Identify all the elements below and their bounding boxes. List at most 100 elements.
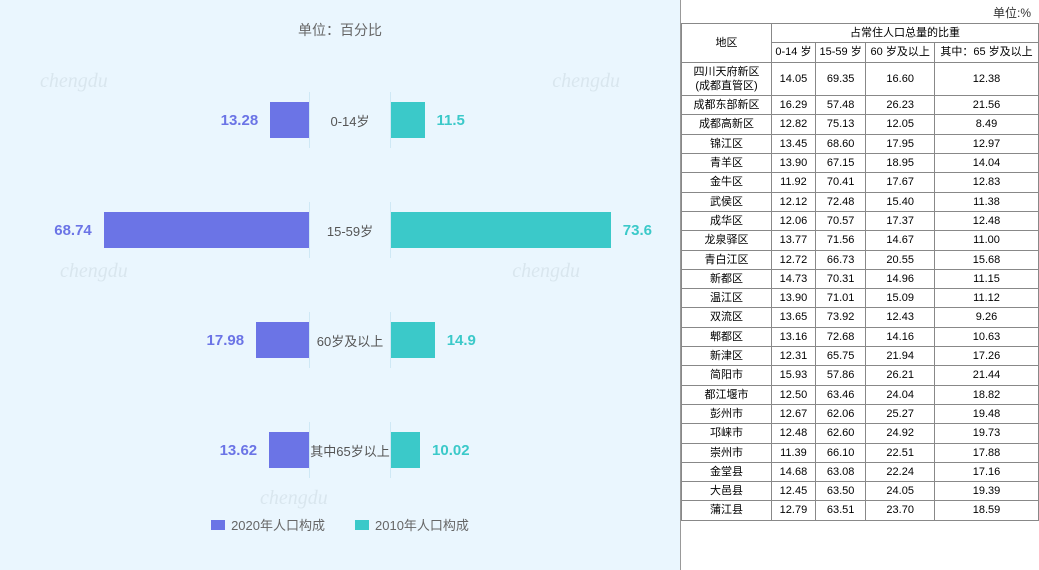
table-cell: 14.05 [772, 62, 816, 96]
table-cell: 16.29 [772, 96, 816, 115]
table-cell: 17.67 [866, 173, 935, 192]
legend-swatch [355, 520, 369, 530]
table-cell-region: 邛崃市 [682, 424, 772, 443]
table-cell-region: 新都区 [682, 269, 772, 288]
table-cell: 63.50 [815, 482, 865, 501]
table-cell-region: 温江区 [682, 289, 772, 308]
bar-right-container: 73.6 [390, 212, 660, 248]
bar-right-container: 11.5 [390, 102, 660, 138]
table-row: 双流区13.6573.9212.439.26 [682, 308, 1039, 327]
table-cell-region: 郫都区 [682, 327, 772, 346]
table-cell: 63.08 [815, 462, 865, 481]
table-cell: 12.38 [935, 62, 1039, 96]
axis-line [390, 422, 391, 478]
table-cell: 24.04 [866, 385, 935, 404]
table-cell: 8.49 [935, 115, 1039, 134]
legend-item-2020: 2020年人口构成 [211, 515, 325, 534]
table-cell: 14.16 [866, 327, 935, 346]
legend-label: 2010年人口构成 [375, 515, 469, 534]
bar-right-container: 10.02 [390, 432, 660, 468]
table-cell: 57.86 [815, 366, 865, 385]
table-cell: 13.77 [772, 231, 816, 250]
table-cell-region: 四川天府新区(成都直管区) [682, 62, 772, 96]
table-cell-region: 成都高新区 [682, 115, 772, 134]
bar-value-left: 17.98 [207, 332, 245, 349]
table-cell: 21.44 [935, 366, 1039, 385]
category-label: 60岁及以上 [310, 331, 390, 350]
table-cell-region: 成都东部新区 [682, 96, 772, 115]
axis-line [309, 202, 310, 258]
table-cell: 20.55 [866, 250, 935, 269]
bar-left-container: 17.98 [20, 322, 310, 358]
table-cell-region: 双流区 [682, 308, 772, 327]
table-cell: 17.37 [866, 211, 935, 230]
table-cell: 14.04 [935, 154, 1039, 173]
category-label: 15-59岁 [310, 221, 390, 240]
table-cell: 62.06 [815, 404, 865, 423]
table-row: 成都东部新区16.2957.4826.2321.56 [682, 96, 1039, 115]
table-cell: 69.35 [815, 62, 865, 96]
axis-line [309, 312, 310, 368]
table-cell: 12.72 [772, 250, 816, 269]
table-cell: 13.65 [772, 308, 816, 327]
bar-left [270, 102, 310, 138]
data-table: 地区占常住人口总量的比重0-14 岁15-59 岁60 岁及以上其中：65 岁及… [681, 23, 1039, 521]
table-cell-region: 新津区 [682, 347, 772, 366]
table-cell: 15.68 [935, 250, 1039, 269]
table-row: 锦江区13.4568.6017.9512.97 [682, 134, 1039, 153]
table-cell: 18.95 [866, 154, 935, 173]
table-header-region: 地区 [682, 24, 772, 63]
bar-right [390, 102, 425, 138]
table-cell: 13.90 [772, 154, 816, 173]
table-cell: 66.10 [815, 443, 865, 462]
table-cell: 17.16 [935, 462, 1039, 481]
chart-row: 13.280-14岁11.5 [20, 65, 660, 175]
axis-line [390, 202, 391, 258]
table-cell: 70.57 [815, 211, 865, 230]
table-cell: 19.73 [935, 424, 1039, 443]
table-cell: 26.21 [866, 366, 935, 385]
table-cell: 68.60 [815, 134, 865, 153]
table-cell: 15.40 [866, 192, 935, 211]
table-row: 金牛区11.9270.4117.6712.83 [682, 173, 1039, 192]
axis-line [309, 422, 310, 478]
table-cell: 14.67 [866, 231, 935, 250]
table-cell: 9.26 [935, 308, 1039, 327]
table-cell: 18.82 [935, 385, 1039, 404]
table-row: 崇州市11.3966.1022.5117.88 [682, 443, 1039, 462]
table-cell-region: 青羊区 [682, 154, 772, 173]
axis-line [390, 312, 391, 368]
table-cell: 12.83 [935, 173, 1039, 192]
table-cell: 10.63 [935, 327, 1039, 346]
table-cell-region: 武侯区 [682, 192, 772, 211]
table-cell: 15.93 [772, 366, 816, 385]
table-cell: 19.48 [935, 404, 1039, 423]
table-header-group: 占常住人口总量的比重 [772, 24, 1039, 43]
bar-value-left: 13.28 [221, 112, 259, 129]
bar-left-container: 68.74 [20, 212, 310, 248]
table-cell-region: 崇州市 [682, 443, 772, 462]
table-cell: 16.60 [866, 62, 935, 96]
legend-item-2010: 2010年人口构成 [355, 515, 469, 534]
table-cell: 70.31 [815, 269, 865, 288]
table-cell: 14.96 [866, 269, 935, 288]
table-cell: 12.79 [772, 501, 816, 520]
bar-left [104, 212, 310, 248]
table-row: 简阳市15.9357.8626.2121.44 [682, 366, 1039, 385]
table-cell: 14.73 [772, 269, 816, 288]
axis-line [309, 92, 310, 148]
table-row: 金堂县14.6863.0822.2417.16 [682, 462, 1039, 481]
legend-swatch [211, 520, 225, 530]
table-cell: 23.70 [866, 501, 935, 520]
table-cell: 12.06 [772, 211, 816, 230]
table-cell: 72.68 [815, 327, 865, 346]
table-cell: 19.39 [935, 482, 1039, 501]
table-cell-region: 锦江区 [682, 134, 772, 153]
table-cell: 63.51 [815, 501, 865, 520]
table-row: 新津区12.3165.7521.9417.26 [682, 347, 1039, 366]
table-row: 温江区13.9071.0115.0911.12 [682, 289, 1039, 308]
table-cell: 21.56 [935, 96, 1039, 115]
table-cell: 13.16 [772, 327, 816, 346]
chart-title: 单位：百分比 [20, 20, 660, 40]
table-cell: 12.05 [866, 115, 935, 134]
